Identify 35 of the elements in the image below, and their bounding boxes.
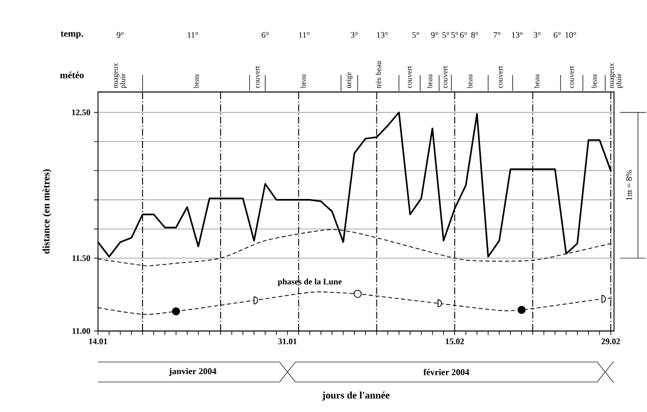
text: 10° [565, 32, 576, 38]
text: 3° [350, 32, 358, 38]
series-label: phases de la Lune [278, 278, 342, 286]
text: 3° [534, 32, 541, 38]
text: 7° [494, 32, 500, 38]
text: 5° [442, 32, 450, 38]
point [518, 306, 526, 314]
x-tick-label: 14.01 [89, 338, 108, 344]
y-tick-label: 12.50 [72, 110, 90, 116]
text: 13° [512, 32, 523, 38]
x-tick-label: 15.02 [446, 338, 464, 344]
x-tick-label: 31.01 [278, 338, 297, 344]
y-axis-title: distance (en mètres) [42, 169, 52, 254]
text: 8° [471, 32, 478, 38]
text: janvier 2004 [168, 368, 216, 376]
point [172, 307, 180, 316]
text: 9° [116, 32, 124, 38]
y-tick-label: 11.50 [72, 255, 90, 262]
text: météo [60, 72, 84, 78]
x-tick-label: 29.02 [602, 338, 620, 344]
point [354, 290, 362, 298]
text: 6° [262, 32, 269, 38]
text: février 2004 [423, 368, 470, 376]
x-axis-title: jours de l'année [322, 392, 390, 401]
text: 5° [451, 32, 458, 38]
text: 11° [299, 32, 310, 38]
text: 6° [460, 32, 468, 38]
text: temp. [60, 31, 84, 39]
y-tick-label: 11.00 [72, 328, 90, 334]
text: 13° [377, 32, 388, 38]
text: 11° [188, 32, 198, 38]
text: 5° [412, 32, 420, 38]
text: 6° [554, 32, 561, 38]
text: 1m = 8% [626, 170, 632, 200]
text: 9° [431, 32, 438, 38]
